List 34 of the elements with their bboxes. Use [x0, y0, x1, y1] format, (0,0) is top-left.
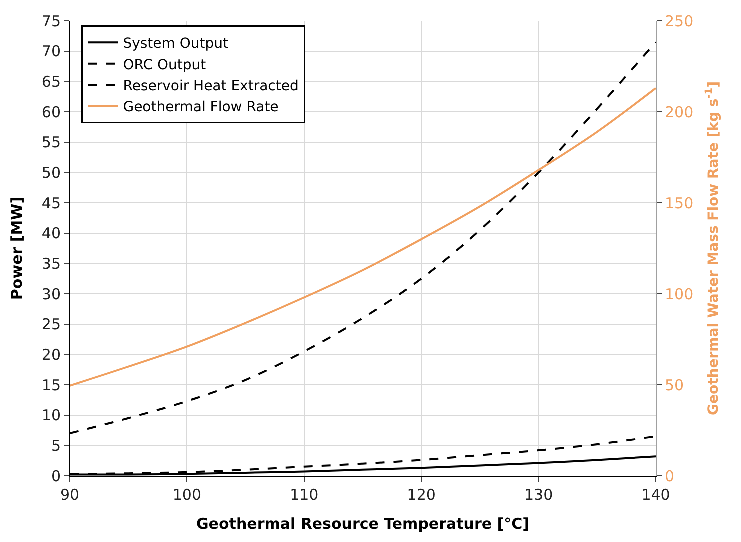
- x-tick-label: 140: [642, 486, 670, 504]
- x-tick-label: 110: [290, 486, 319, 504]
- y2-tick-label: 0: [665, 467, 675, 486]
- y2-tick-label: 200: [665, 103, 694, 122]
- y-tick-label: 40: [42, 224, 61, 243]
- y-tick-label: 65: [42, 72, 61, 91]
- legend-label: Geothermal Flow Rate: [123, 100, 279, 116]
- y-tick-label: 20: [42, 346, 61, 364]
- y2-tick-label: 150: [665, 194, 694, 212]
- legend-label: ORC Output: [123, 57, 207, 74]
- y-axis-title: Power [MW]: [8, 196, 26, 300]
- y-tick-label: 45: [42, 194, 61, 212]
- x-tick-label: 120: [407, 486, 436, 504]
- y-tick-label: 0: [51, 467, 61, 486]
- legend-label: System Output: [123, 36, 230, 52]
- y-tick-label: 30: [42, 285, 61, 304]
- y-tick-label: 25: [42, 316, 61, 334]
- x-axis-title: Geothermal Resource Temperature [°C]: [196, 515, 530, 533]
- x-tick-label: 130: [524, 486, 554, 504]
- y2-tick-label: 250: [665, 12, 694, 30]
- y2-tick-label: 50: [665, 376, 684, 394]
- y-tick-label: 70: [42, 42, 61, 61]
- y-tick-label: 5: [51, 436, 61, 455]
- x-tick-label: 100: [172, 486, 202, 504]
- y2-tick-label: 100: [665, 285, 694, 304]
- y-tick-label: 15: [42, 376, 61, 394]
- y-tick-label: 75: [42, 12, 61, 30]
- x-tick-label: 90: [60, 486, 80, 504]
- y-tick-label: 55: [42, 134, 61, 152]
- legend-label: Reservoir Heat Extracted: [123, 78, 299, 95]
- y-tick-label: 50: [42, 164, 61, 182]
- y-tick-label: 60: [42, 103, 61, 122]
- y-tick-label: 10: [42, 406, 61, 425]
- y-tick-label: 35: [42, 254, 61, 273]
